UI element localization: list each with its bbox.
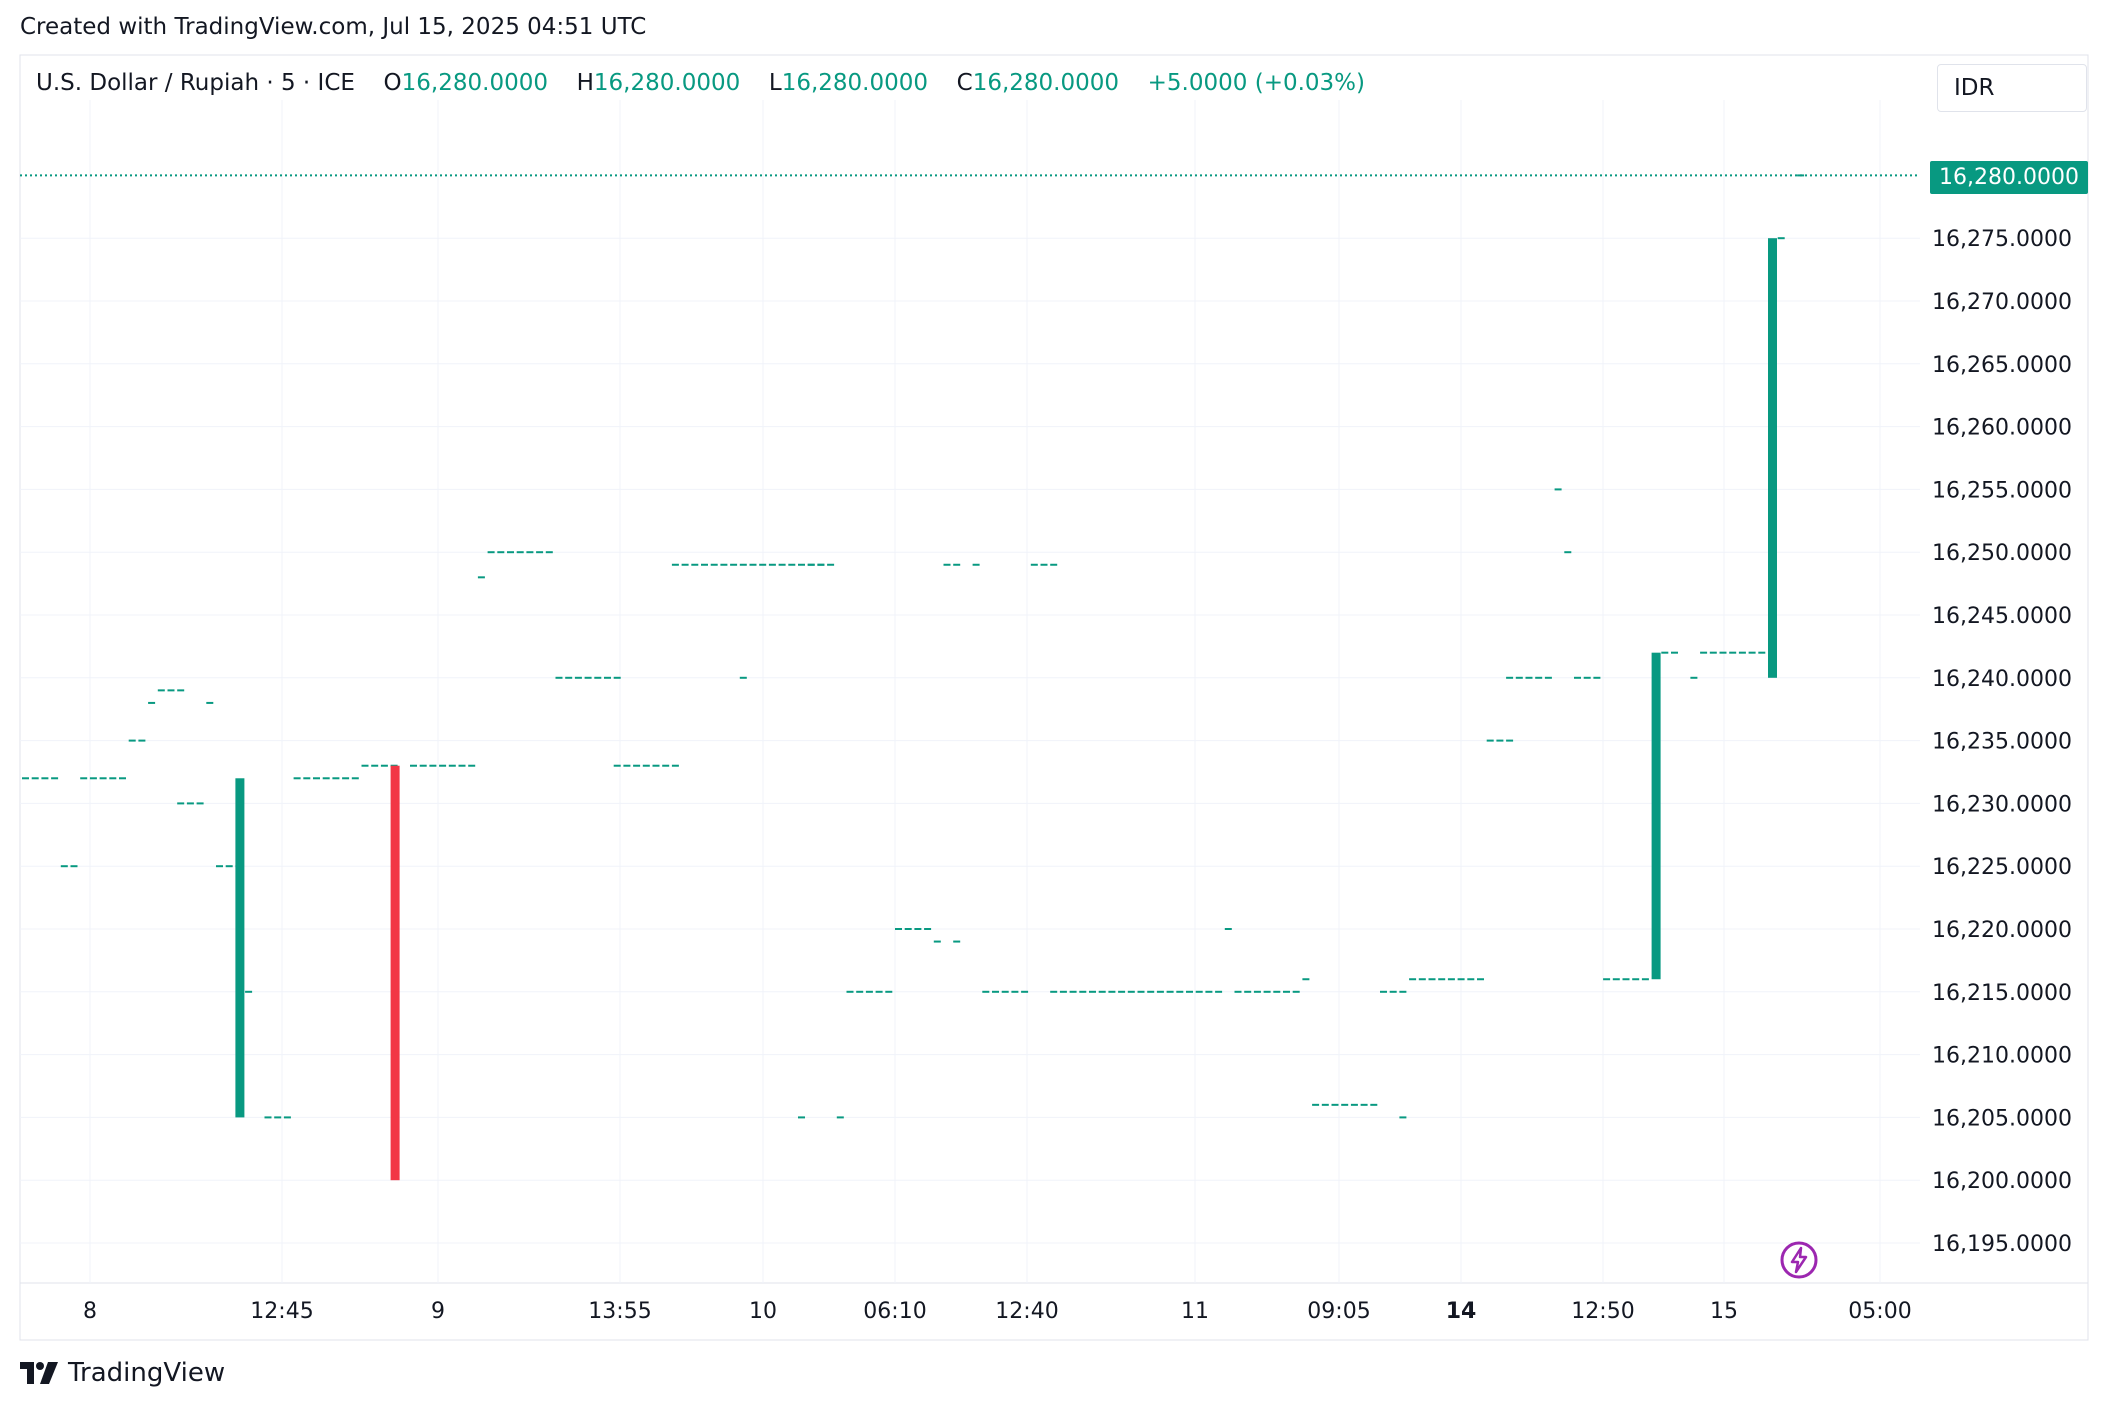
symbol-name: U.S. Dollar / Rupiah · 5 · ICE xyxy=(36,70,355,96)
price-tick-label: 16,270.0000 xyxy=(1932,290,2072,315)
open-value: 16,280.0000 xyxy=(401,70,548,96)
time-tick-label: 11 xyxy=(1181,1299,1209,1324)
time-tick-label: 9 xyxy=(431,1299,445,1324)
low-label: L xyxy=(768,70,782,96)
symbol-legend: U.S. Dollar / Rupiah · 5 · ICE O16,280.0… xyxy=(36,70,1365,96)
tradingview-logo-icon xyxy=(20,1362,58,1384)
price-tick-label: 16,195.0000 xyxy=(1932,1232,2072,1257)
time-tick-label: 10 xyxy=(749,1299,777,1324)
high-label: H xyxy=(576,70,594,96)
price-tick-label: 16,210.0000 xyxy=(1932,1044,2072,1069)
lightning-icon[interactable] xyxy=(1779,1240,1819,1280)
price-tick-label: 16,225.0000 xyxy=(1932,855,2072,880)
time-tick-label: 12:50 xyxy=(1571,1299,1634,1324)
low-value: 16,280.0000 xyxy=(781,70,929,96)
time-tick-label: 15 xyxy=(1710,1299,1738,1324)
price-tick-label: 16,260.0000 xyxy=(1932,416,2072,441)
time-tick-label: 12:45 xyxy=(250,1299,313,1324)
time-axis: 8 12:45 9 13:55 10 06:10 12:40 11 09:05 14 12:50 15… xyxy=(83,1299,1912,1324)
price-tick-label: 16,235.0000 xyxy=(1932,730,2072,755)
price-tick-label: 16,265.0000 xyxy=(1932,353,2072,378)
currency-button[interactable]: IDR xyxy=(1937,64,2087,112)
time-tick-label: 13:55 xyxy=(588,1299,651,1324)
price-tick-label: 16,220.0000 xyxy=(1932,918,2072,943)
close-label: C xyxy=(956,70,973,96)
close-value: 16,280.0000 xyxy=(972,70,1120,96)
time-tick-label: 14 xyxy=(1446,1299,1477,1324)
chart-frame xyxy=(19,54,2089,1341)
candle-up xyxy=(1651,652,1661,980)
last-price-tag: 16,280.0000 xyxy=(1930,161,2088,194)
price-tick-label: 16,275.0000 xyxy=(1932,227,2072,252)
grid-lines xyxy=(20,100,1920,1283)
time-tick-label: 12:40 xyxy=(995,1299,1058,1324)
candles xyxy=(235,238,1777,1181)
price-axis: 16,195.0000 16,200.0000 16,205.0000 16,210.… xyxy=(1932,227,2072,1257)
time-tick-label: 8 xyxy=(83,1299,97,1324)
price-tick-label: 16,250.0000 xyxy=(1932,541,2072,566)
chart-created-caption: Created with TradingView.com, Jul 15, 20… xyxy=(20,14,647,40)
price-tick-label: 16,200.0000 xyxy=(1932,1169,2072,1194)
brand-footer: TradingView xyxy=(20,1358,225,1388)
candle-down xyxy=(390,765,400,1181)
price-tick-label: 16,245.0000 xyxy=(1932,604,2072,629)
high-value: 16,280.0000 xyxy=(593,70,741,96)
brand-name: TradingView xyxy=(68,1358,226,1388)
candle-up xyxy=(235,778,245,1118)
price-tick-label: 16,255.0000 xyxy=(1932,478,2072,503)
price-tick-label: 16,230.0000 xyxy=(1932,792,2072,817)
open-label: O xyxy=(383,70,402,96)
price-tick-label: 16,240.0000 xyxy=(1932,667,2072,692)
flat-price-ticks xyxy=(22,174,1805,1119)
price-tick-label: 16,205.0000 xyxy=(1932,1106,2072,1131)
change-value: +5.0000 (+0.03%) xyxy=(1147,70,1365,96)
price-tick-label: 16,215.0000 xyxy=(1932,981,2072,1006)
time-tick-label: 05:00 xyxy=(1848,1299,1911,1324)
time-tick-label: 09:05 xyxy=(1307,1299,1370,1324)
candle-up xyxy=(1768,238,1777,678)
time-tick-label: 06:10 xyxy=(863,1299,926,1324)
